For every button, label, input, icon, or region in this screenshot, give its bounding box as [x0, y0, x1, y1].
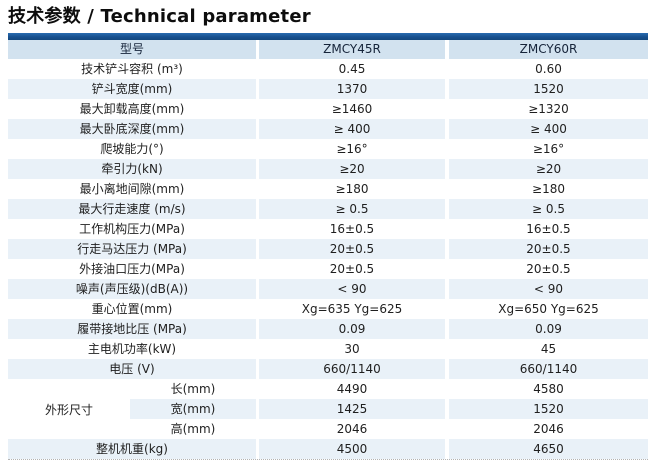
- spec-table: 型号 ZMCY45R ZMCY60R 技术铲斗容积 (m³) 0.45 0.60…: [8, 33, 648, 460]
- param-value-zmcy60r: 1520: [449, 399, 648, 419]
- param-label: 噪声(声压级)(dB(A)): [8, 279, 256, 299]
- param-value-zmcy45r: 0.45: [259, 59, 445, 79]
- param-value-zmcy60r: ≥ 0.5: [449, 199, 648, 219]
- param-value-zmcy60r: ≥20: [449, 159, 648, 179]
- table-row-max-unload-height: 最大卸载高度(mm) ≥1460 ≥1320: [8, 99, 648, 119]
- param-value-zmcy60r: 45: [449, 339, 648, 359]
- table-bottom-rule: [8, 459, 648, 460]
- param-value-zmcy60r: 20±0.5: [449, 239, 648, 259]
- table-row-voltage: 电压 (V) 660/1140 660/1140: [8, 359, 648, 379]
- param-value-zmcy60r: 660/1140: [449, 359, 648, 379]
- param-value-zmcy45r: 30: [259, 339, 445, 359]
- param-value-zmcy60r: 0.60: [449, 59, 648, 79]
- param-label: 行走马达压力 (MPa): [8, 239, 256, 259]
- param-value-zmcy45r: 20±0.5: [259, 239, 445, 259]
- table-row-external-port-pressure: 外接油口压力(MPa) 20±0.5 20±0.5: [8, 259, 648, 279]
- param-value-zmcy45r: 1370: [259, 79, 445, 99]
- param-value-zmcy60r: 1520: [449, 79, 648, 99]
- param-label: 外接油口压力(MPa): [8, 259, 256, 279]
- dimension-sub-label: 长(mm): [130, 379, 256, 399]
- param-label: 铲斗宽度(mm): [8, 79, 256, 99]
- dimension-group-label: 外形尺寸: [8, 379, 130, 439]
- param-label: 最大卧底深度(mm): [8, 119, 256, 139]
- param-label: 爬坡能力(°): [8, 139, 256, 159]
- param-label: 电压 (V): [8, 359, 256, 379]
- table-row-gradeability: 爬坡能力(°) ≥16° ≥16°: [8, 139, 648, 159]
- param-value-zmcy45r: 660/1140: [259, 359, 445, 379]
- table-row-height: 高(mm) 2046 2046: [130, 419, 648, 439]
- table-row-max-digging-depth: 最大卧底深度(mm) ≥ 400 ≥ 400: [8, 119, 648, 139]
- table-row-traction-force: 牵引力(kN) ≥20 ≥20: [8, 159, 648, 179]
- param-value-zmcy45r: 1425: [259, 399, 445, 419]
- param-label: 履带接地比压 (MPa): [8, 319, 256, 339]
- param-value-zmcy60r: < 90: [449, 279, 648, 299]
- param-value-zmcy60r: 4650: [449, 439, 648, 459]
- table-row-machine-weight: 整机机重(kg) 4500 4650: [8, 439, 648, 459]
- param-value-zmcy60r: ≥ 400: [449, 119, 648, 139]
- param-value-zmcy45r: 4500: [259, 439, 445, 459]
- param-label: 技术铲斗容积 (m³): [8, 59, 256, 79]
- param-label: 最小离地间隙(mm): [8, 179, 256, 199]
- param-value-zmcy45r: 0.09: [259, 319, 445, 339]
- table-row-travel-motor-pressure: 行走马达压力 (MPa) 20±0.5 20±0.5: [8, 239, 648, 259]
- table-top-bar: [8, 33, 648, 40]
- param-value-zmcy60r: Xg=650 Yg=625: [449, 299, 648, 319]
- table-row-working-mechanism-pressure: 工作机构压力(MPa) 16±0.5 16±0.5: [8, 219, 648, 239]
- param-value-zmcy60r: ≥16°: [449, 139, 648, 159]
- page-title: 技术参数 / Technical parameter: [8, 6, 311, 27]
- header-model-label: 型号: [8, 40, 256, 59]
- param-label: 工作机构压力(MPa): [8, 219, 256, 239]
- param-value-zmcy60r: 20±0.5: [449, 259, 648, 279]
- table-row-min-ground-clearance: 最小离地间隙(mm) ≥180 ≥180: [8, 179, 648, 199]
- table-row-center-of-gravity: 重心位置(mm) Xg=635 Yg=625 Xg=650 Yg=625: [8, 299, 648, 319]
- dimension-sub-label: 高(mm): [130, 419, 256, 439]
- header-model-zmcy60r: ZMCY60R: [449, 40, 648, 59]
- param-value-zmcy45r: Xg=635 Yg=625: [259, 299, 445, 319]
- param-value-zmcy45r: ≥ 0.5: [259, 199, 445, 219]
- table-header-row: 型号 ZMCY45R ZMCY60R: [8, 40, 648, 59]
- param-label: 最大卸载高度(mm): [8, 99, 256, 119]
- dimension-group: 外形尺寸 长(mm) 4490 4580 宽(mm) 1425 1520 高(m…: [8, 379, 648, 439]
- param-value-zmcy45r: ≥1460: [259, 99, 445, 119]
- param-value-zmcy45r: ≥20: [259, 159, 445, 179]
- param-value-zmcy60r: 0.09: [449, 319, 648, 339]
- table-row-length: 长(mm) 4490 4580: [130, 379, 648, 399]
- table-row-width: 宽(mm) 1425 1520: [130, 399, 648, 419]
- param-value-zmcy45r: 20±0.5: [259, 259, 445, 279]
- param-value-zmcy45r: 2046: [259, 419, 445, 439]
- param-value-zmcy45r: ≥16°: [259, 139, 445, 159]
- param-value-zmcy60r: ≥1320: [449, 99, 648, 119]
- dimension-sub-label: 宽(mm): [130, 399, 256, 419]
- param-label: 重心位置(mm): [8, 299, 256, 319]
- param-label: 整机机重(kg): [8, 439, 256, 459]
- param-value-zmcy45r: < 90: [259, 279, 445, 299]
- header-model-zmcy45r: ZMCY45R: [259, 40, 445, 59]
- table-row-bucket-width: 铲斗宽度(mm) 1370 1520: [8, 79, 648, 99]
- param-label: 牵引力(kN): [8, 159, 256, 179]
- table-row-track-ground-pressure: 履带接地比压 (MPa) 0.09 0.09: [8, 319, 648, 339]
- param-value-zmcy60r: 16±0.5: [449, 219, 648, 239]
- param-value-zmcy45r: 4490: [259, 379, 445, 399]
- table-row-bucket-capacity: 技术铲斗容积 (m³) 0.45 0.60: [8, 59, 648, 79]
- param-label: 最大行走速度 (m/s): [8, 199, 256, 219]
- param-value-zmcy45r: ≥180: [259, 179, 445, 199]
- param-label: 主电机功率(kW): [8, 339, 256, 359]
- param-value-zmcy45r: 16±0.5: [259, 219, 445, 239]
- param-value-zmcy45r: ≥ 400: [259, 119, 445, 139]
- table-row-main-motor-power: 主电机功率(kW) 30 45: [8, 339, 648, 359]
- param-value-zmcy60r: ≥180: [449, 179, 648, 199]
- table-row-max-travel-speed: 最大行走速度 (m/s) ≥ 0.5 ≥ 0.5: [8, 199, 648, 219]
- param-value-zmcy60r: 4580: [449, 379, 648, 399]
- table-row-noise-level: 噪声(声压级)(dB(A)) < 90 < 90: [8, 279, 648, 299]
- param-value-zmcy60r: 2046: [449, 419, 648, 439]
